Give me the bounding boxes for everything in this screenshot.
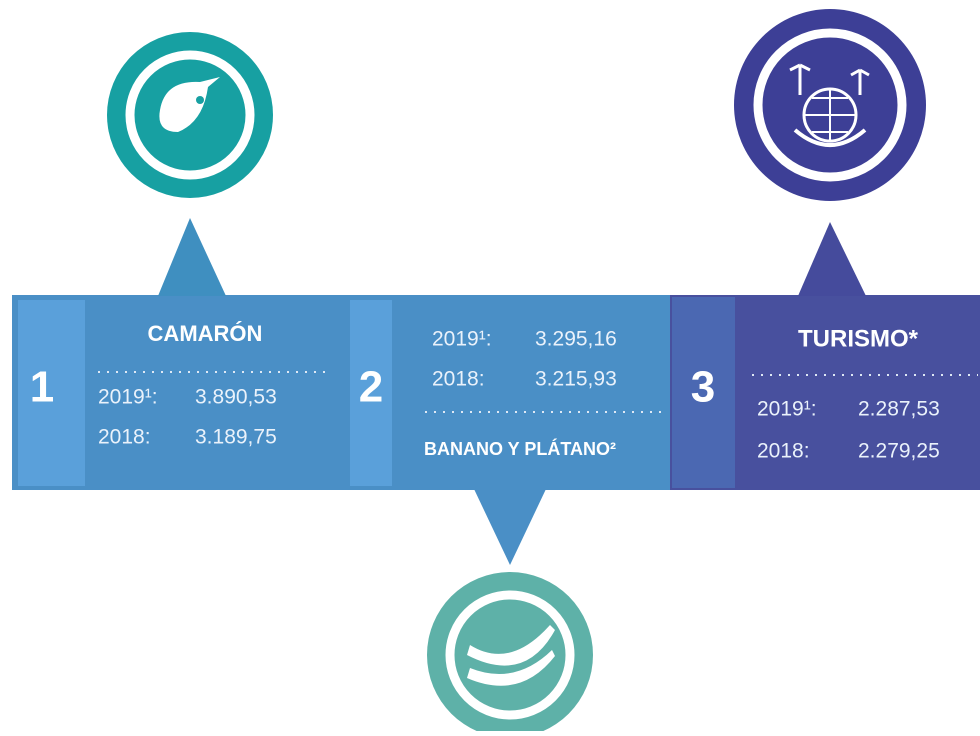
item-title: CAMARÓN (148, 321, 263, 346)
number-box (350, 300, 392, 486)
banana-icon (427, 572, 593, 736)
number-box (18, 300, 85, 486)
row-value: 3.890,53 (195, 386, 277, 409)
band-1 (12, 295, 672, 490)
row-label: 2018: (432, 368, 485, 391)
item-number: 1 (30, 363, 54, 412)
item-number: 3 (691, 363, 715, 412)
pointer (798, 222, 866, 296)
item-title: BANANO Y PLÁTANO² (424, 438, 616, 459)
row-label: 2019¹: (432, 328, 492, 351)
row-value: 2.279,25 (858, 440, 940, 463)
row-value: 3.189,75 (195, 426, 277, 449)
row-value: 3.215,93 (535, 368, 617, 391)
tourism-icon (734, 9, 926, 201)
shrimp-icon (107, 32, 273, 198)
row-label: 2018: (98, 426, 151, 449)
row-value: 3.295,16 (535, 328, 617, 351)
pointer (474, 489, 546, 565)
item-number: 2 (359, 363, 383, 412)
row-label: 2019¹: (98, 386, 158, 409)
item-title: TURISMO* (798, 325, 919, 352)
pointer (158, 218, 226, 296)
row-value: 2.287,53 (858, 398, 940, 421)
number-box (672, 297, 735, 488)
row-label: 2018: (757, 440, 810, 463)
row-label: 2019¹: (757, 398, 817, 421)
